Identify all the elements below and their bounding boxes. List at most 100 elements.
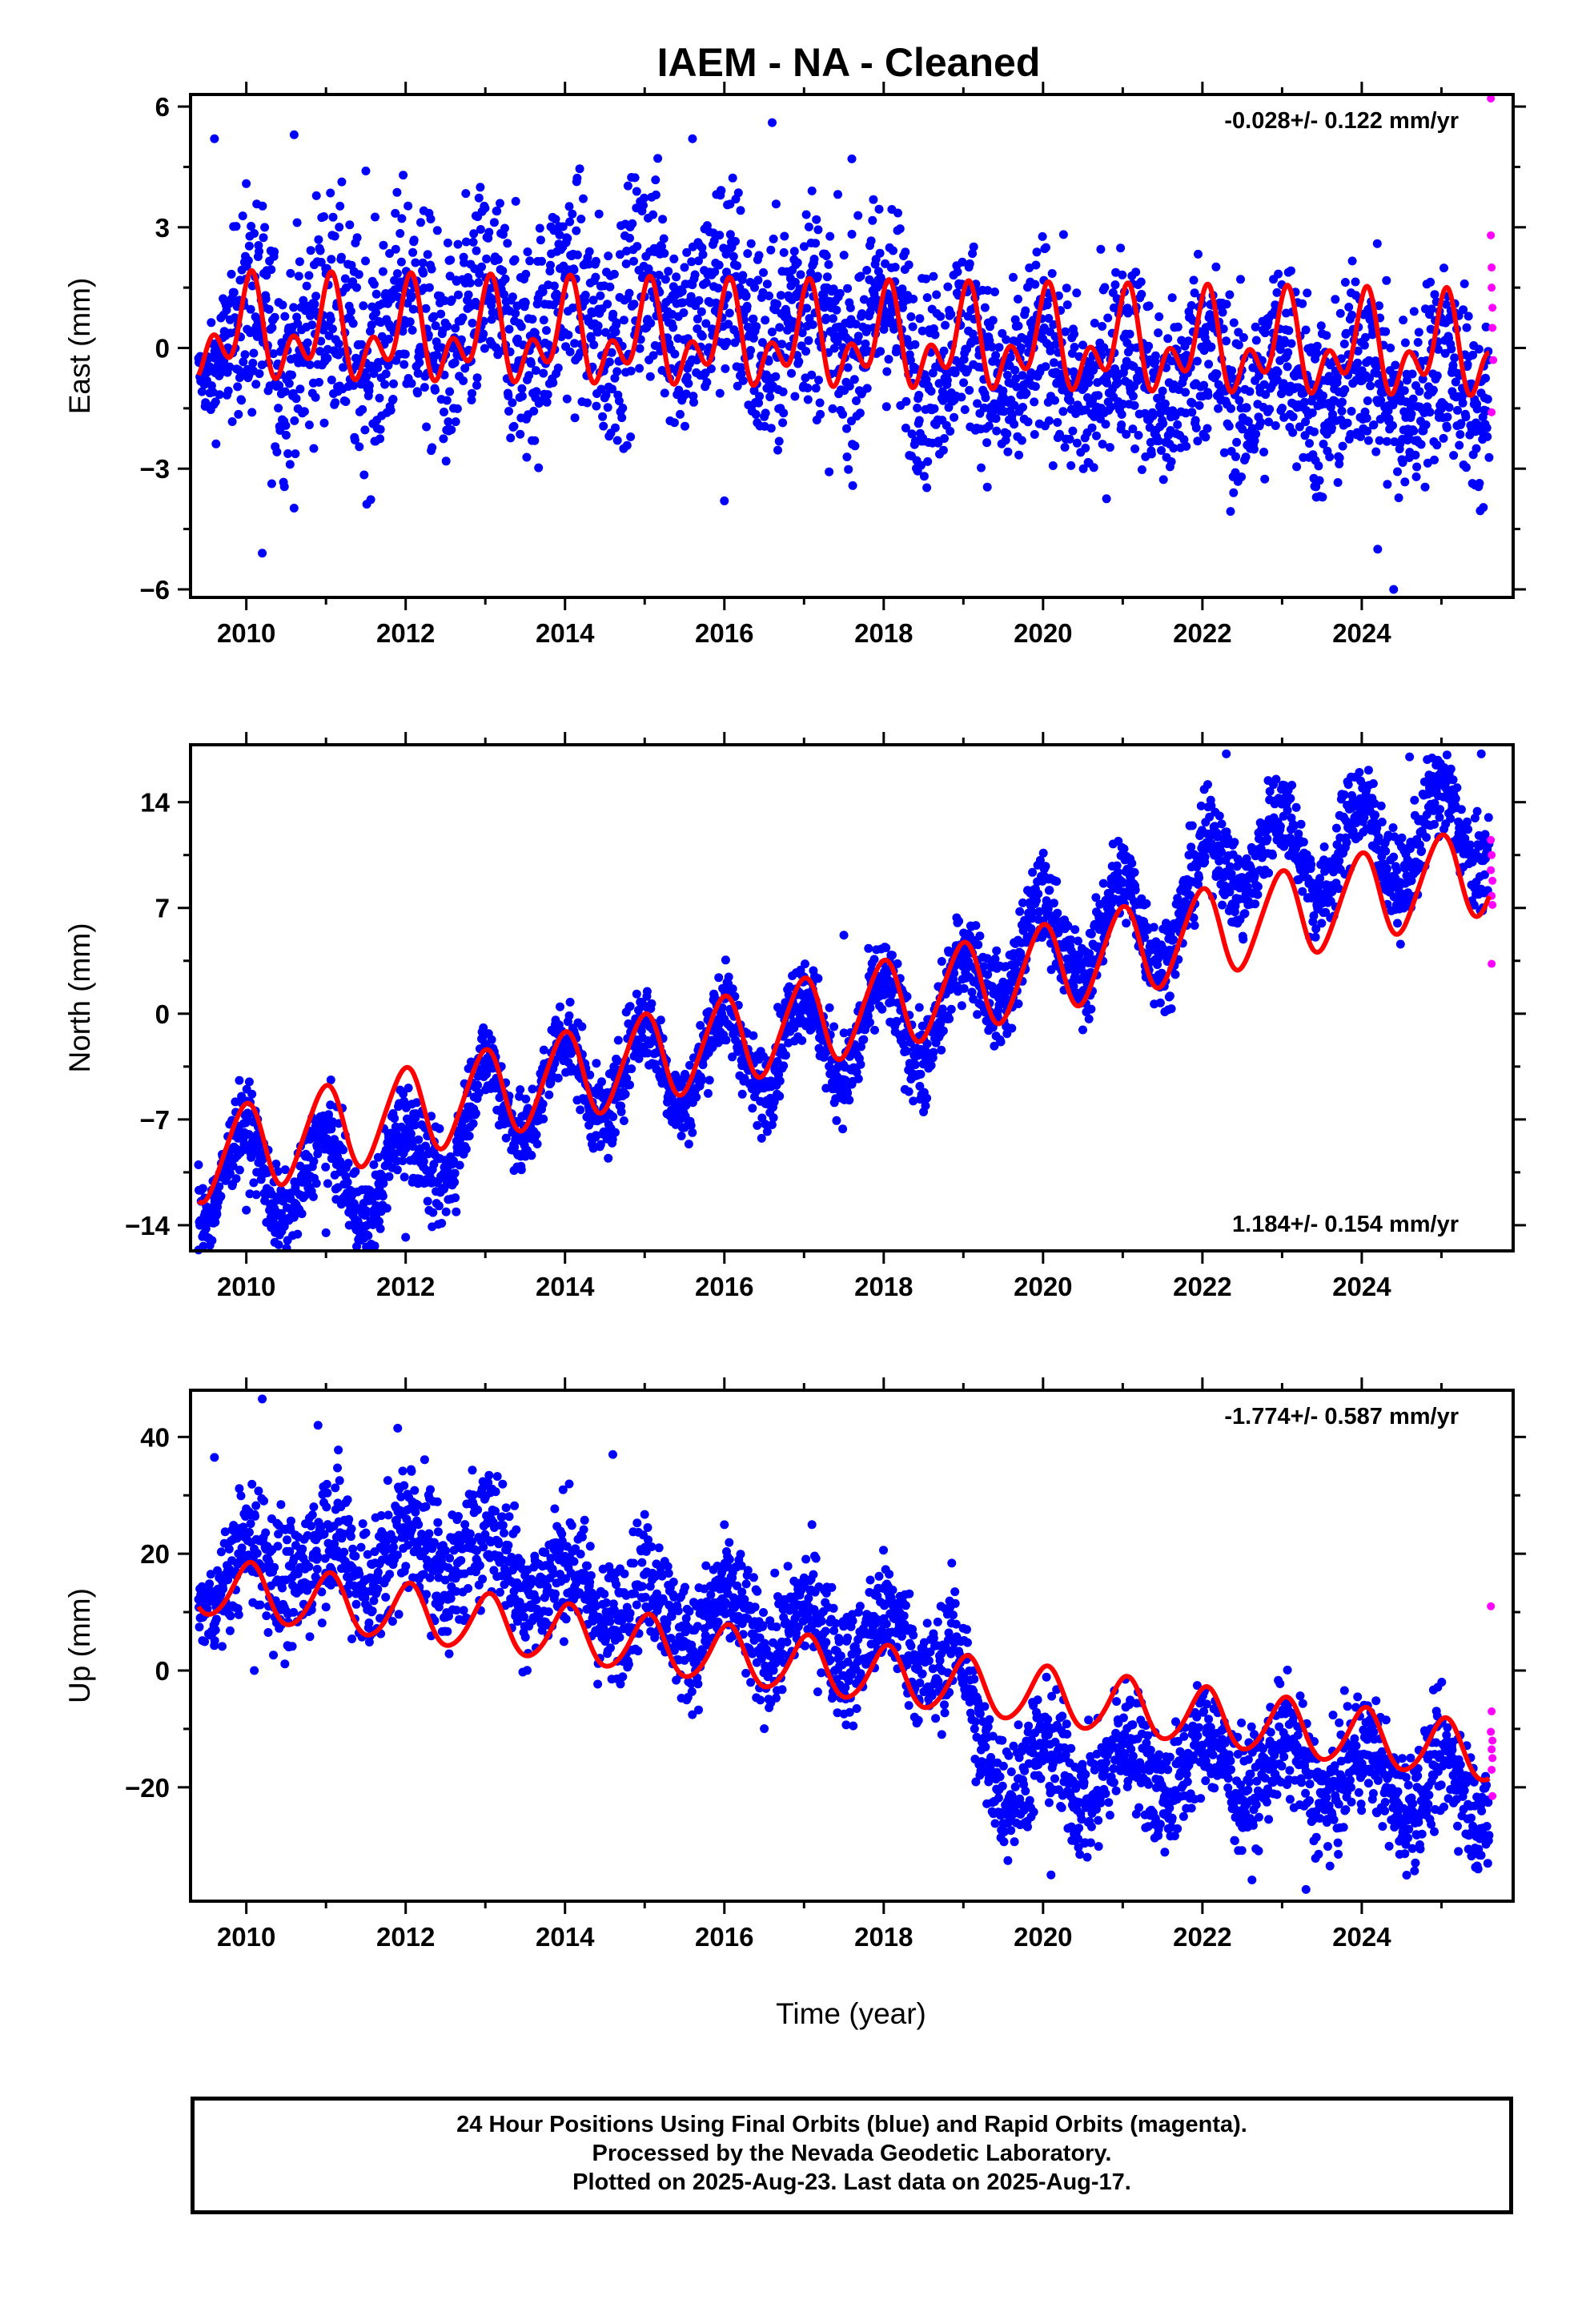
data-point (722, 337, 732, 347)
data-point (553, 364, 563, 372)
data-point (287, 370, 296, 380)
data-point (771, 199, 781, 209)
data-point (1271, 421, 1280, 430)
data-point (1460, 279, 1469, 288)
data-point (614, 396, 624, 406)
data-point (645, 372, 655, 381)
data-point (807, 370, 817, 380)
data-point (432, 226, 442, 235)
data-point (804, 336, 813, 345)
data-point (654, 271, 664, 279)
data-point (408, 304, 418, 314)
data-point (484, 227, 494, 237)
data-point (693, 314, 702, 324)
data-point (572, 250, 582, 259)
data-point (258, 549, 267, 558)
data-point (504, 391, 513, 400)
data-point (259, 233, 268, 243)
data-point (1250, 444, 1259, 454)
data-point (1234, 340, 1243, 350)
data-point (537, 256, 546, 266)
data-point (794, 357, 804, 366)
data-point (670, 349, 680, 359)
data-point (1455, 440, 1464, 450)
data-point (1484, 452, 1494, 462)
data-point (946, 1004, 956, 1014)
data-point (304, 420, 314, 430)
data-point (853, 211, 863, 220)
data-point (429, 312, 439, 321)
data-point (1432, 371, 1442, 380)
data-point (741, 291, 751, 300)
data-point (391, 208, 400, 218)
data-point (309, 444, 319, 453)
data-point (247, 1089, 257, 1099)
data-point (1103, 313, 1113, 323)
data-point (538, 287, 548, 296)
data-point (959, 983, 969, 993)
data-point (503, 239, 512, 248)
data-point (289, 303, 299, 312)
data-point (838, 1124, 848, 1134)
data-point (413, 388, 423, 398)
data-point (953, 267, 962, 276)
data-point (227, 417, 237, 426)
data-point (452, 404, 462, 413)
data-point (428, 1208, 438, 1217)
data-point (570, 413, 580, 423)
data-point (584, 247, 594, 256)
data-point (910, 340, 920, 349)
data-point (1118, 270, 1127, 279)
data-point (752, 322, 761, 332)
data-point (358, 404, 367, 414)
data-point (396, 257, 406, 267)
data-point (1432, 440, 1442, 450)
data-point (690, 270, 700, 279)
data-point (981, 393, 990, 403)
data-point (281, 430, 291, 440)
data-point (1458, 398, 1468, 408)
data-point (647, 999, 656, 1008)
data-point (1009, 272, 1018, 282)
data-point (767, 328, 777, 336)
data-point (525, 256, 535, 266)
data-point (1333, 372, 1342, 382)
data-point (375, 1216, 383, 1226)
data-point (461, 189, 471, 199)
data-point (447, 296, 456, 304)
data-point (339, 363, 348, 372)
data-point (1098, 322, 1107, 331)
data-point (1137, 290, 1146, 299)
data-point (398, 327, 408, 336)
data-point (922, 1093, 932, 1103)
data-point (424, 283, 434, 292)
data-point (992, 946, 1002, 955)
data-point (1428, 385, 1438, 395)
data-point (1409, 307, 1419, 316)
data-point (460, 258, 469, 267)
data-point (223, 386, 233, 396)
data-point (669, 254, 679, 263)
data-point (906, 312, 916, 321)
data-point (303, 338, 312, 348)
data-point (706, 364, 716, 373)
data-point (738, 376, 748, 385)
data-point (408, 325, 417, 335)
data-point (876, 347, 885, 356)
data-point (1278, 404, 1287, 413)
data-point (1414, 328, 1423, 337)
data-point (688, 134, 697, 143)
data-point (622, 247, 632, 255)
data-point (1018, 403, 1027, 412)
data-point (910, 1060, 920, 1069)
data-point (603, 300, 612, 309)
data-point (291, 394, 301, 404)
data-point (399, 171, 408, 180)
data-point (1117, 420, 1126, 429)
data-point (536, 235, 545, 245)
data-point (292, 218, 302, 227)
data-point (950, 412, 959, 422)
data-point (761, 408, 770, 418)
data-point (1298, 299, 1307, 308)
data-point (1030, 382, 1040, 392)
